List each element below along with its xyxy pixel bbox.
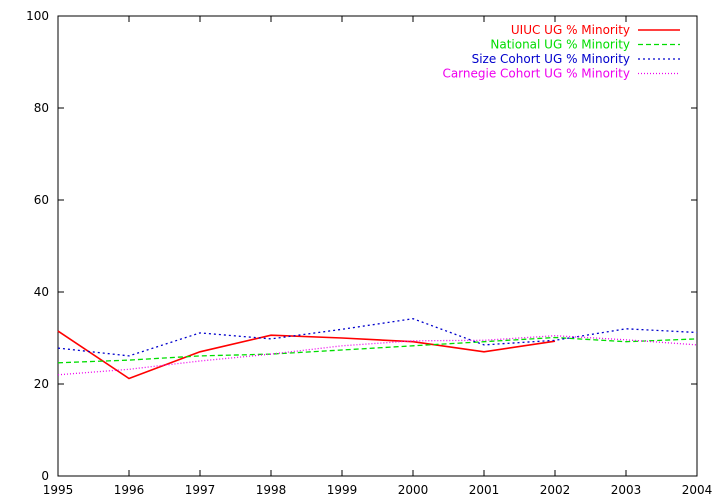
x-tick-label: 2000 (398, 483, 429, 497)
legend-label-4: Carnegie Cohort UG % Minority (442, 67, 630, 81)
x-tick-label: 2004 (682, 483, 713, 497)
series-line-4 (57, 335, 698, 376)
legend-label-3: Size Cohort UG % Minority (472, 52, 630, 66)
x-tick-label: 1995 (43, 483, 74, 497)
y-tick-label: 20 (34, 377, 49, 391)
y-tick-label: 40 (34, 285, 49, 299)
series-line-3 (57, 318, 698, 357)
x-tick-label: 2002 (540, 483, 571, 497)
plot-frame (57, 15, 698, 477)
x-tick-label: 1997 (185, 483, 216, 497)
y-tick-label: 60 (34, 193, 49, 207)
x-tick-label: 2003 (611, 483, 642, 497)
plot-axes: 1995 1996 1997 1998 1999 2000 2001 2002 2003 2004… (26, 9, 712, 497)
x-tick-label: 1998 (256, 483, 287, 497)
series-line-2 (57, 336, 698, 364)
y-tick-label: 0 (41, 469, 49, 483)
y-tick-label: 100 (26, 9, 49, 23)
series-line-1 (57, 330, 556, 380)
x-tick-label: 1996 (114, 483, 145, 497)
legend-label-1: UIUC UG % Minority (511, 23, 630, 37)
y-tick-label: 80 (34, 101, 49, 115)
legend-label-2: National UG % Minority (490, 38, 630, 52)
series-lines (57, 318, 698, 380)
x-tick-label: 2001 (469, 483, 500, 497)
x-tick-label: 1999 (327, 483, 358, 497)
